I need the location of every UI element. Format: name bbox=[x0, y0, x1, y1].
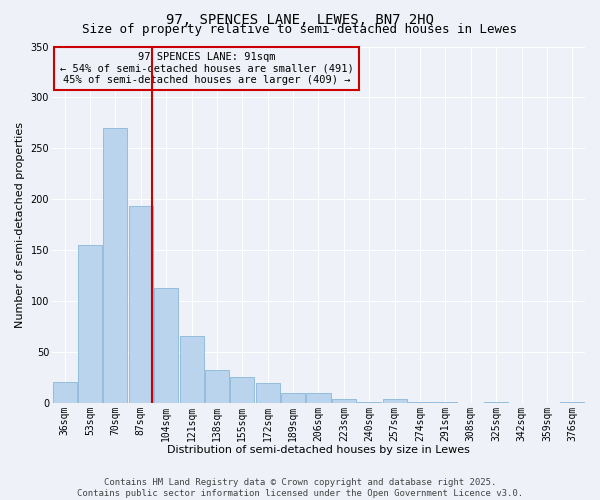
Bar bbox=[332, 398, 356, 403]
Bar bbox=[179, 336, 203, 403]
Bar bbox=[281, 392, 305, 403]
Bar bbox=[53, 382, 77, 403]
Bar bbox=[103, 128, 127, 403]
Text: Contains HM Land Registry data © Crown copyright and database right 2025.
Contai: Contains HM Land Registry data © Crown c… bbox=[77, 478, 523, 498]
Bar bbox=[484, 402, 508, 403]
X-axis label: Distribution of semi-detached houses by size in Lewes: Distribution of semi-detached houses by … bbox=[167, 445, 470, 455]
Bar bbox=[154, 288, 178, 403]
Text: 97, SPENCES LANE, LEWES, BN7 2HQ: 97, SPENCES LANE, LEWES, BN7 2HQ bbox=[166, 12, 434, 26]
Y-axis label: Number of semi-detached properties: Number of semi-detached properties bbox=[15, 122, 25, 328]
Bar bbox=[256, 384, 280, 403]
Bar bbox=[357, 402, 382, 403]
Bar bbox=[230, 378, 254, 403]
Bar bbox=[205, 370, 229, 403]
Bar bbox=[433, 402, 457, 403]
Text: 97 SPENCES LANE: 91sqm
← 54% of semi-detached houses are smaller (491)
45% of se: 97 SPENCES LANE: 91sqm ← 54% of semi-det… bbox=[59, 52, 353, 85]
Bar bbox=[560, 402, 584, 403]
Bar bbox=[408, 402, 432, 403]
Bar bbox=[307, 392, 331, 403]
Bar bbox=[383, 398, 407, 403]
Text: Size of property relative to semi-detached houses in Lewes: Size of property relative to semi-detach… bbox=[83, 22, 517, 36]
Bar bbox=[129, 206, 153, 403]
Bar bbox=[78, 245, 102, 403]
